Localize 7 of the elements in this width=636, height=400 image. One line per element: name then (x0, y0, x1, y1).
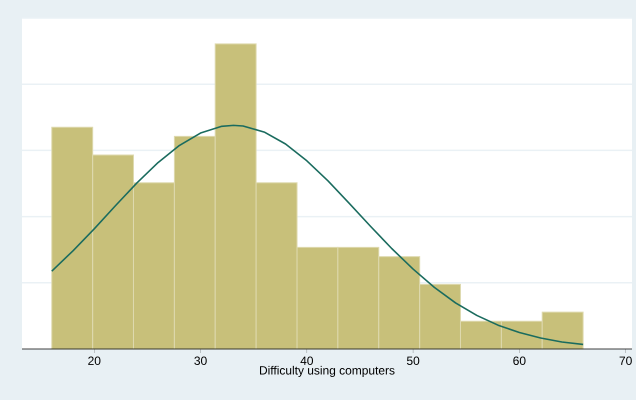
x-tick-label: 70 (620, 356, 632, 365)
x-tick-label: 60 (513, 356, 526, 365)
x-tick-label: 50 (406, 356, 420, 365)
x-axis-title: Difficulty using computers (260, 366, 395, 377)
x-tick-label: 40 (300, 356, 313, 365)
x-tick-label: 30 (194, 356, 207, 365)
x-tick-label: 20 (88, 356, 100, 365)
